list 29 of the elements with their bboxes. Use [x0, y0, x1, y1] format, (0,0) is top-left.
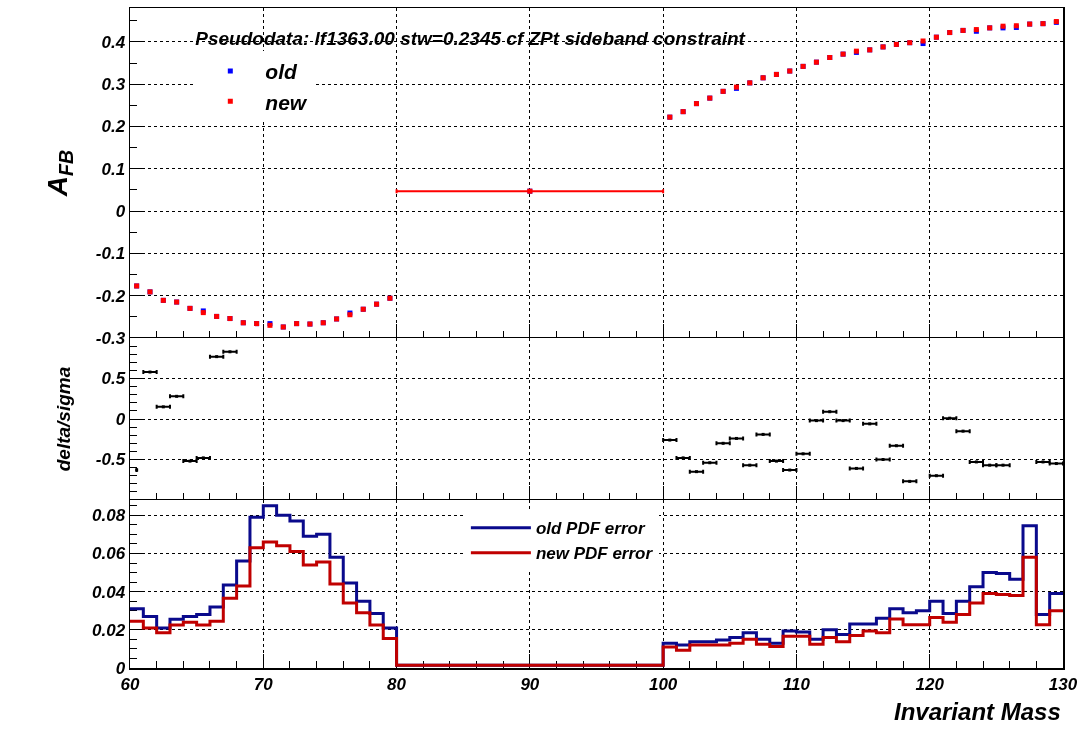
- y-tick-label: 0.02: [92, 620, 126, 640]
- y-axis-title: delta/sigma: [52, 366, 74, 472]
- y-tick-label: 0.06: [92, 544, 126, 564]
- y-tick-label: -0.2: [95, 286, 126, 306]
- y-tick-label: 0: [115, 202, 126, 222]
- y-tick-label: 0.04: [92, 582, 126, 602]
- y-tick-label: 0.2: [101, 117, 126, 137]
- y-tick-label: 0.08: [92, 506, 126, 526]
- x-tick-label: 90: [520, 674, 540, 694]
- x-tick-label: 80: [387, 674, 407, 694]
- x-tick-label: 100: [648, 674, 678, 694]
- y-tick-label: 0.4: [101, 32, 126, 52]
- y-tick-label: 0.3: [101, 75, 126, 95]
- x-tick-label: 70: [253, 674, 274, 694]
- x-axis-title: Invariant Mass: [894, 698, 1061, 725]
- legend-label: new PDF error: [535, 544, 654, 564]
- x-tick-label: 120: [915, 674, 945, 694]
- y-tick-label: 0: [115, 409, 126, 429]
- y-tick-label: -0.5: [95, 450, 126, 470]
- y-tick-label: 0.5: [101, 369, 126, 389]
- y-tick-label: -0.1: [95, 244, 126, 264]
- y-tick-label: 0.1: [101, 159, 126, 179]
- legend-label: old PDF error: [535, 519, 646, 539]
- y-tick-label: -0.3: [95, 328, 126, 348]
- x-tick-label: 130: [1048, 674, 1078, 694]
- legend-label: old: [265, 60, 298, 84]
- legend-label: new: [265, 90, 308, 114]
- x-tick-label: 110: [782, 674, 811, 694]
- text: Pseudodata: lf1363.00 stw=0.2345 cf ZPt sideband constraint: [195, 27, 746, 49]
